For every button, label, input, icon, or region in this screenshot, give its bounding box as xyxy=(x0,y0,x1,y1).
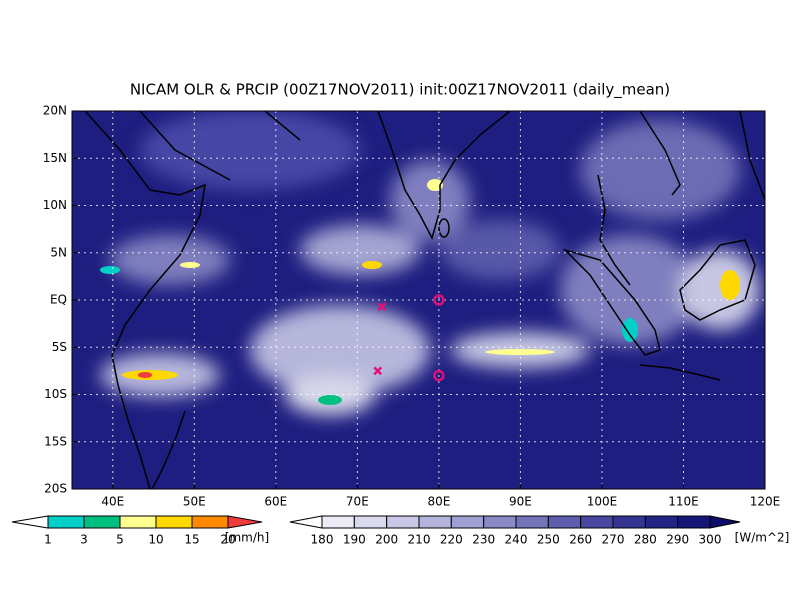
colorbar-label: 190 xyxy=(343,533,366,547)
colorbar-box xyxy=(580,515,614,529)
colorbar-label: 230 xyxy=(472,533,495,547)
colorbar-box xyxy=(119,515,157,529)
colorbar-label: 210 xyxy=(408,533,431,547)
y-tick-label: 10N xyxy=(43,198,67,212)
colorbar-box xyxy=(612,515,646,529)
x-tick-label: 110E xyxy=(668,495,699,509)
colorbar-label: 15 xyxy=(184,533,199,547)
cloud-field xyxy=(100,111,760,415)
colorbar-box xyxy=(47,515,85,529)
colorbar-box xyxy=(483,515,517,529)
y-tick-label: 15S xyxy=(44,434,67,448)
marker-circle xyxy=(433,369,445,382)
colorbar-unit: [W/m^2] xyxy=(735,531,790,545)
colorbar-label: 180 xyxy=(311,533,334,547)
colorbar-box xyxy=(353,515,388,529)
x-tick-label: 80E xyxy=(427,495,450,509)
colorbar-low xyxy=(11,515,49,529)
marker-cross xyxy=(373,366,383,376)
colorbar-box xyxy=(155,515,193,529)
colorbar-box xyxy=(677,515,711,529)
colorbar-label: 280 xyxy=(634,533,657,547)
colorbar-label: 300 xyxy=(699,533,722,547)
map-field xyxy=(72,111,765,489)
colorbar-label: 250 xyxy=(537,533,560,547)
colorbar-box xyxy=(547,515,582,529)
x-tick-label: 50E xyxy=(183,495,206,509)
x-tick-label: 90E xyxy=(509,495,532,509)
y-tick-label: 20N xyxy=(43,104,67,118)
y-tick-label: 15N xyxy=(43,151,67,165)
y-tick-label: 20S xyxy=(44,482,67,496)
x-tick-label: 40E xyxy=(101,495,124,509)
coastlines xyxy=(84,111,765,489)
colorbar-box xyxy=(386,515,420,529)
colorbar-box xyxy=(418,515,452,529)
precip-cells xyxy=(100,179,740,405)
colorbar-label: 20 xyxy=(220,533,235,547)
colorbar-label: 5 xyxy=(116,533,124,547)
x-tick-label: 60E xyxy=(264,495,287,509)
colorbar-box xyxy=(321,515,355,529)
x-tick-label: 70E xyxy=(346,495,369,509)
colorbar-box xyxy=(83,515,121,529)
colorbar-label: 260 xyxy=(569,533,592,547)
colorbar-box xyxy=(644,515,679,529)
colorbar-high xyxy=(709,515,741,529)
colorbar-label: 240 xyxy=(505,533,528,547)
x-tick-label: 100E xyxy=(587,495,618,509)
colorbar-box xyxy=(515,515,549,529)
colorbar-box xyxy=(191,515,229,529)
colorbar-high xyxy=(227,515,263,529)
y-tick-label: 10S xyxy=(44,387,67,401)
y-tick-label: 5S xyxy=(52,340,67,354)
colorbar-unit: [mm/h] xyxy=(225,531,269,545)
x-tick-label: 120E xyxy=(750,495,781,509)
colorbar-label: 10 xyxy=(148,533,163,547)
colorbar-label: 1 xyxy=(44,533,52,547)
colorbar-low xyxy=(289,515,323,529)
marker-circle xyxy=(433,294,445,306)
marker-cross xyxy=(377,302,387,311)
colorbar-label: 3 xyxy=(80,533,88,547)
map-title: NICAM OLR & PRCIP (00Z17NOV2011) init:00… xyxy=(130,81,670,100)
y-tick-label: 5N xyxy=(50,245,67,259)
colorbar-label: 220 xyxy=(440,533,463,547)
y-tick-label: EQ xyxy=(50,293,67,307)
colorbar-label: 200 xyxy=(375,533,398,547)
colorbar-label: 290 xyxy=(666,533,689,547)
colorbar-box xyxy=(450,515,485,529)
colorbar-label: 270 xyxy=(602,533,625,547)
